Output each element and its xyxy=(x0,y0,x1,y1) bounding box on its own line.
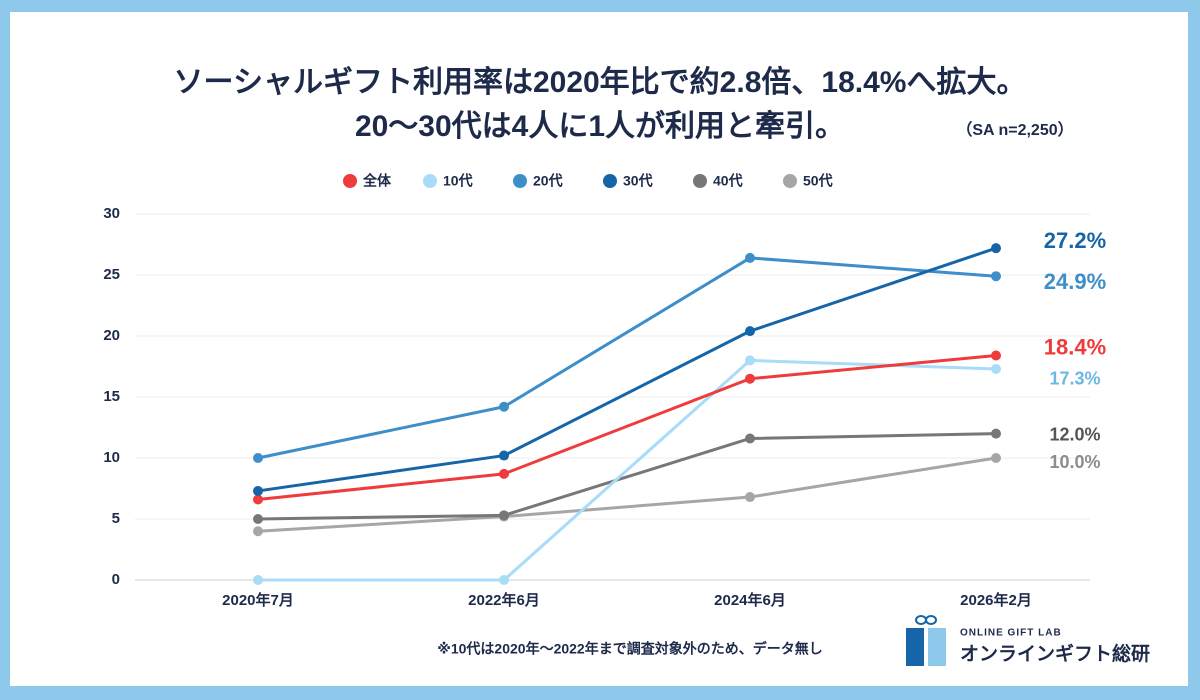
legend-marker xyxy=(603,174,617,188)
legend-label: 全体 xyxy=(362,173,392,189)
series-line xyxy=(258,358,997,582)
brand-ja: オンラインギフト総研 xyxy=(960,642,1150,665)
legend-label: 10代 xyxy=(443,173,473,189)
series-line xyxy=(257,256,997,460)
legend-marker xyxy=(423,174,437,188)
data-point xyxy=(991,453,1001,463)
data-point xyxy=(253,514,263,524)
data-point xyxy=(253,575,263,585)
logo-box-left xyxy=(906,628,924,666)
data-point xyxy=(499,575,509,585)
data-point xyxy=(499,468,509,479)
brand-en: ONLINE GIFT LAB xyxy=(960,628,1062,639)
data-point xyxy=(745,252,755,263)
data-point xyxy=(745,373,755,384)
series-line xyxy=(257,456,997,533)
data-point xyxy=(253,453,263,463)
series-line xyxy=(257,432,997,521)
logo-ribbon xyxy=(925,615,937,625)
series-line xyxy=(257,246,997,493)
data-point xyxy=(991,271,1001,282)
x-tick-label: 2022年6月 xyxy=(468,591,540,609)
data-point xyxy=(499,401,509,412)
chart-title: ソーシャルギフト利用率は2020年比で約2.8倍、18.4%へ拡大。 xyxy=(174,65,1027,99)
data-label: 24.9% xyxy=(1044,269,1106,294)
data-point xyxy=(991,350,1001,361)
x-tick-label: 2026年2月 xyxy=(960,591,1032,609)
series-line xyxy=(257,354,997,501)
legend-marker xyxy=(343,174,357,188)
legend-marker xyxy=(693,174,707,188)
y-tick-label: 10 xyxy=(103,449,120,466)
data-point xyxy=(991,428,1001,439)
data-point xyxy=(745,492,755,503)
data-point xyxy=(499,510,509,521)
data-label: 18.4% xyxy=(1044,334,1106,359)
data-label: 12.0% xyxy=(1049,424,1100,444)
footnote: ※10代は2020年〜2022年まで調査対象外のため、データ無し xyxy=(437,641,822,657)
sample-note: （SA n=2,250） xyxy=(956,121,1073,139)
data-label: 27.2% xyxy=(1044,228,1106,253)
data-point xyxy=(745,355,755,366)
y-tick-label: 25 xyxy=(103,266,120,283)
data-point xyxy=(253,494,263,505)
legend-label: 40代 xyxy=(713,173,743,189)
data-point xyxy=(253,485,263,496)
data-label: 17.3% xyxy=(1049,369,1100,389)
chart-subtitle: 20〜30代は4人に1人が利用と牽引。 xyxy=(355,109,845,143)
data-point xyxy=(253,526,263,537)
y-tick-label: 15 xyxy=(103,388,120,405)
data-label: 10.0% xyxy=(1049,452,1100,472)
legend-label: 50代 xyxy=(803,173,833,189)
x-tick-label: 2024年6月 xyxy=(714,591,786,609)
x-tick-label: 2020年7月 xyxy=(222,591,294,609)
data-point xyxy=(745,433,755,444)
y-tick-label: 0 xyxy=(112,571,120,588)
y-tick-label: 30 xyxy=(103,205,120,222)
data-point xyxy=(499,450,509,461)
logo-icon xyxy=(906,615,946,666)
y-tick-label: 5 xyxy=(112,510,120,527)
legend-marker xyxy=(783,174,797,188)
legend-label: 30代 xyxy=(623,173,653,189)
data-point xyxy=(745,326,755,337)
legend-label: 20代 xyxy=(533,173,563,189)
y-tick-label: 20 xyxy=(103,327,120,344)
data-point xyxy=(991,243,1001,254)
logo-box-right xyxy=(928,628,946,666)
legend-marker xyxy=(513,174,527,188)
data-point xyxy=(991,363,1001,374)
